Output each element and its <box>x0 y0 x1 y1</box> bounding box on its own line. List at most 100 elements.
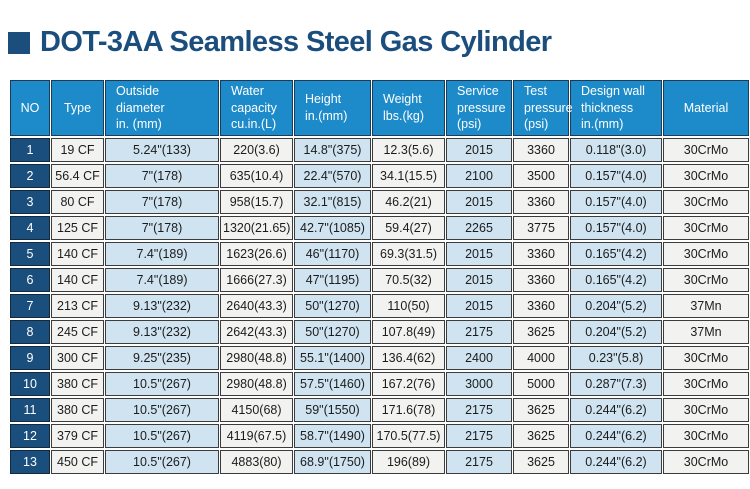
cell-outside-diameter: 10.5"(267) <box>105 449 219 474</box>
column-header-water-capacity: Water capacity cu.in.(L) <box>220 79 293 136</box>
cell-outside-diameter: 9.13"(232) <box>105 293 219 318</box>
column-header-outside-diameter: Outside diameter in. (mm) <box>105 79 219 136</box>
cell-type: 245 CF <box>51 319 104 344</box>
cell-design-wall-thickness: 0.204"(5.2) <box>570 319 662 344</box>
spec-table: NO Type Outside diameter in. (mm) Water cap… <box>9 78 750 476</box>
table-row: 10 380 CF 10.5"(267) 2980(48.8) 57.5"(1460) 1… <box>10 371 749 396</box>
cell-service-pressure: 2015 <box>446 137 512 162</box>
cell-weight: 12.3(5.6) <box>372 137 445 162</box>
cell-weight: 69.3(31.5) <box>372 241 445 266</box>
cell-material: 30CrMo <box>663 345 749 370</box>
cell-height: 58.7"(1490) <box>294 423 371 448</box>
cell-no: 5 <box>10 241 50 266</box>
cell-water-capacity: 220(3.6) <box>220 137 293 162</box>
cell-design-wall-thickness: 0.165"(4.2) <box>570 267 662 292</box>
cell-weight: 70.5(32) <box>372 267 445 292</box>
cell-height: 68.9"(1750) <box>294 449 371 474</box>
cell-service-pressure: 2400 <box>446 345 512 370</box>
cell-water-capacity: 1623(26.6) <box>220 241 293 266</box>
cell-no: 2 <box>10 163 50 188</box>
cell-type: 56.4 CF <box>51 163 104 188</box>
cell-material: 30CrMo <box>663 371 749 396</box>
cell-outside-diameter: 7.4"(189) <box>105 267 219 292</box>
title-bar: DOT-3AA Seamless Steel Gas Cylinder <box>7 26 741 59</box>
column-header-no: NO <box>10 79 50 136</box>
table-row: 7 213 CF 9.13"(232) 2640(43.3) 50"(1270) 110(… <box>10 293 749 318</box>
cell-test-pressure: 3775 <box>513 215 569 240</box>
cell-service-pressure: 2175 <box>446 397 512 422</box>
cell-material: 30CrMo <box>663 449 749 474</box>
cell-test-pressure: 3360 <box>513 267 569 292</box>
table-row: 12 379 CF 10.5"(267) 4119(67.5) 58.7"(1490) 1… <box>10 423 749 448</box>
cell-height: 47"(1195) <box>294 267 371 292</box>
cell-weight: 167.2(76) <box>372 371 445 396</box>
cell-no: 4 <box>10 215 50 240</box>
table-row: 11 380 CF 10.5"(267) 4150(68) 59"(1550) 171.6… <box>10 397 749 422</box>
cell-no: 11 <box>10 397 50 422</box>
cell-material: 37Mn <box>663 319 749 344</box>
cell-height: 57.5"(1460) <box>294 371 371 396</box>
cell-design-wall-thickness: 0.165"(4.2) <box>570 241 662 266</box>
cell-material: 30CrMo <box>663 215 749 240</box>
cell-type: 80 CF <box>51 189 104 214</box>
column-header-material: Material <box>663 79 749 136</box>
cell-weight: 136.4(62) <box>372 345 445 370</box>
cell-no: 3 <box>10 189 50 214</box>
cell-no: 6 <box>10 267 50 292</box>
table-row: 13 450 CF 10.5"(267) 4883(80) 68.9"(1750) 196… <box>10 449 749 474</box>
column-header-design-wall-thickness: Design wall thickness in.(mm) <box>570 79 662 136</box>
column-header-test-pressure: Test pressure (psi) <box>513 79 573 136</box>
cell-no: 10 <box>10 371 50 396</box>
cell-height: 50"(1270) <box>294 319 371 344</box>
cell-no: 13 <box>10 449 50 474</box>
cell-design-wall-thickness: 0.118"(3.0) <box>570 137 662 162</box>
cell-weight: 59.4(27) <box>372 215 445 240</box>
cell-water-capacity: 2980(48.8) <box>220 371 293 396</box>
cell-test-pressure: 5000 <box>513 371 569 396</box>
cell-outside-diameter: 10.5"(267) <box>105 397 219 422</box>
cell-no: 7 <box>10 293 50 318</box>
cell-service-pressure: 2015 <box>446 267 512 292</box>
cell-design-wall-thickness: 0.157"(4.0) <box>570 163 662 188</box>
cell-service-pressure: 2175 <box>446 449 512 474</box>
cell-height: 32.1"(815) <box>294 189 371 214</box>
cell-type: 213 CF <box>51 293 104 318</box>
cell-type: 19 CF <box>51 137 104 162</box>
table-header: NO Type Outside diameter in. (mm) Water cap… <box>10 79 749 136</box>
table-row: 3 80 CF 7"(178) 958(15.7) 32.1"(815) 46.2(21)… <box>10 189 749 214</box>
cell-test-pressure: 4000 <box>513 345 569 370</box>
cell-water-capacity: 2642(43.3) <box>220 319 293 344</box>
cell-material: 30CrMo <box>663 397 749 422</box>
cell-weight: 34.1(15.5) <box>372 163 445 188</box>
cell-outside-diameter: 10.5"(267) <box>105 423 219 448</box>
cell-water-capacity: 635(10.4) <box>220 163 293 188</box>
cell-water-capacity: 2980(48.8) <box>220 345 293 370</box>
table-row: 1 19 CF 5.24"(133) 220(3.6) 14.8"(375) 12.3(5… <box>10 137 749 162</box>
cell-type: 300 CF <box>51 345 104 370</box>
column-header-height: Height in.(mm) <box>294 79 371 136</box>
cell-service-pressure: 2015 <box>446 189 512 214</box>
cell-design-wall-thickness: 0.157"(4.0) <box>570 189 662 214</box>
cell-weight: 46.2(21) <box>372 189 445 214</box>
cell-height: 14.8"(375) <box>294 137 371 162</box>
cell-type: 380 CF <box>51 371 104 396</box>
cell-type: 379 CF <box>51 423 104 448</box>
cell-type: 450 CF <box>51 449 104 474</box>
cell-type: 140 CF <box>51 241 104 266</box>
cell-water-capacity: 1320(21.65) <box>220 215 293 240</box>
column-header-service-pressure: Service pressure (psi) <box>446 79 512 136</box>
cell-design-wall-thickness: 0.23"(5.8) <box>570 345 662 370</box>
cell-height: 55.1"(1400) <box>294 345 371 370</box>
cell-test-pressure: 3625 <box>513 319 569 344</box>
cell-test-pressure: 3625 <box>513 449 569 474</box>
page-title: DOT-3AA Seamless Steel Gas Cylinder <box>40 26 552 58</box>
cell-service-pressure: 3000 <box>446 371 512 396</box>
cell-outside-diameter: 7.4"(189) <box>105 241 219 266</box>
cell-type: 125 CF <box>51 215 104 240</box>
cell-no: 1 <box>10 137 50 162</box>
cell-service-pressure: 2015 <box>446 293 512 318</box>
square-bullet-icon <box>8 31 30 54</box>
table-row: 5 140 CF 7.4"(189) 1623(26.6) 46"(1170) 69.3(… <box>10 241 749 266</box>
cell-outside-diameter: 9.25"(235) <box>105 345 219 370</box>
